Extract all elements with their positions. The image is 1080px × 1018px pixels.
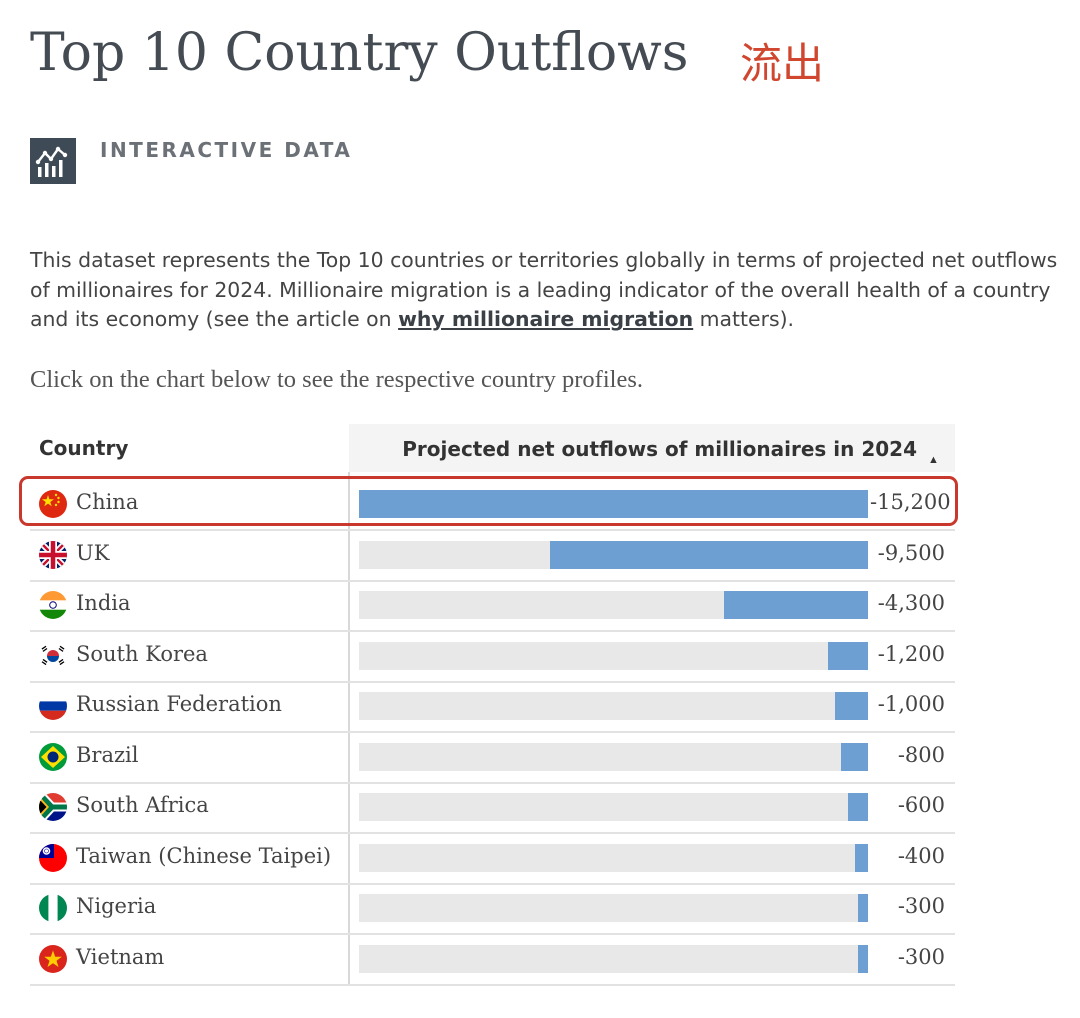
bar-track-india[interactable] — [359, 591, 868, 619]
bar-track-russian-federation[interactable] — [359, 692, 868, 720]
country-name-nigeria[interactable]: Nigeria — [76, 894, 157, 918]
country-name-china[interactable]: China — [76, 490, 139, 514]
row-divider — [30, 579, 955, 582]
value-label-uk: -9,500 — [877, 540, 945, 565]
sort-ascending-icon[interactable]: ▲ — [928, 454, 939, 466]
flag-icon-china — [39, 490, 67, 518]
country-name-brazil[interactable]: Brazil — [76, 742, 139, 767]
row-divider — [30, 630, 955, 632]
bar-russian-federation[interactable] — [834, 692, 868, 720]
interactive-data-badge: INTERACTIVE DATA — [30, 138, 352, 184]
country-name-south-africa[interactable]: South Africa — [76, 793, 209, 817]
value-label-nigeria: -300 — [897, 894, 945, 918]
country-name-russian-federation[interactable]: Russian Federation — [76, 692, 282, 716]
country-name-south-korea[interactable]: South Korea — [76, 641, 208, 666]
bar-uk[interactable] — [549, 540, 868, 569]
country-name-vietnam[interactable]: Vietnam — [76, 944, 165, 969]
country-column-header[interactable]: Country — [39, 436, 129, 460]
value-label-vietnam: -300 — [897, 944, 945, 969]
country-name-uk[interactable]: UK — [76, 540, 110, 565]
bar-track-taiwan-chinese-taipei[interactable] — [359, 843, 868, 872]
chart-hint: Click on the chart below to see the resp… — [30, 366, 643, 393]
country-name-taiwan-chinese-taipei[interactable]: Taiwan (Chinese Taipei) — [76, 843, 332, 868]
bar-brazil[interactable] — [841, 742, 868, 771]
badge-label: INTERACTIVE DATA — [100, 138, 353, 162]
bar-track-uk[interactable] — [359, 540, 868, 569]
metric-column-header[interactable]: Projected net outflows of millionaires i… — [402, 437, 917, 461]
description: This dataset represents the Top 10 count… — [30, 246, 1065, 335]
row-divider — [30, 933, 955, 935]
metric-header-background — [349, 424, 955, 472]
flag-icon-taiwan-chinese-taipei — [39, 843, 67, 872]
bar-nigeria[interactable] — [857, 894, 868, 922]
flag-icon-nigeria — [39, 894, 67, 922]
china-highlight-box — [19, 476, 958, 526]
bar-track-south-korea[interactable] — [359, 641, 868, 670]
chart-icon — [30, 138, 76, 184]
bar-track-brazil[interactable] — [359, 742, 868, 771]
page-title: Top 10 Country Outflows — [30, 23, 689, 83]
chinese-annotation: 流出 — [740, 39, 825, 88]
value-label-taiwan-chinese-taipei: -400 — [897, 843, 945, 868]
row-divider — [30, 731, 955, 733]
flag-icon-south-africa — [39, 793, 67, 821]
row-divider — [30, 983, 955, 986]
row-divider — [30, 781, 955, 784]
row-divider — [30, 529, 955, 531]
bar-track-china[interactable] — [359, 490, 868, 518]
value-label-china: -15,200 — [870, 490, 951, 514]
value-label-india: -4,300 — [877, 591, 945, 615]
flag-icon-brazil — [39, 742, 67, 771]
bar-south-korea[interactable] — [827, 641, 868, 670]
bar-south-africa[interactable] — [847, 793, 868, 821]
country-name-india[interactable]: India — [76, 591, 131, 615]
bar-india[interactable] — [724, 591, 868, 619]
value-label-south-korea: -1,200 — [877, 641, 945, 666]
flag-icon-india — [39, 591, 67, 619]
row-divider — [30, 882, 955, 885]
description-text-1: This dataset represents the Top 10 count… — [30, 248, 1058, 331]
bar-track-nigeria[interactable] — [359, 894, 868, 922]
article-link[interactable]: why millionaire migration — [398, 307, 694, 331]
description-text-2: matters). — [693, 307, 795, 331]
bar-vietnam[interactable] — [857, 944, 868, 973]
bar-track-south-africa[interactable] — [359, 793, 868, 821]
bar-taiwan-chinese-taipei[interactable] — [854, 843, 868, 872]
row-divider — [30, 680, 955, 683]
flag-icon-vietnam — [39, 944, 67, 973]
bar-china[interactable] — [359, 490, 868, 518]
value-label-russian-federation: -1,000 — [877, 692, 945, 716]
bar-track-vietnam[interactable] — [359, 944, 868, 973]
column-divider — [348, 472, 350, 984]
flag-icon-south-korea — [39, 641, 67, 670]
page-title-row: Top 10 Country Outflows — [30, 18, 688, 88]
row-divider — [30, 832, 955, 834]
flag-icon-uk — [39, 540, 67, 569]
flag-icon-russian-federation — [39, 692, 67, 720]
value-label-brazil: -800 — [897, 742, 945, 767]
value-label-south-africa: -600 — [897, 793, 945, 817]
